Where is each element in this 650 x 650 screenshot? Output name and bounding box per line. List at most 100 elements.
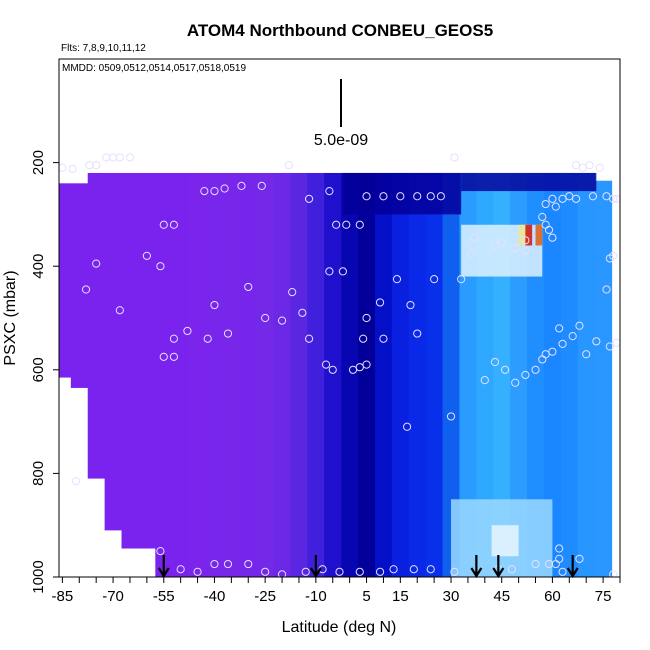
sample-point xyxy=(71,477,80,486)
sample-point xyxy=(558,339,567,348)
heatmap-cell xyxy=(70,183,89,388)
sample-point xyxy=(362,360,371,369)
sample-point xyxy=(609,251,618,260)
sample-point xyxy=(169,352,179,361)
sample-point xyxy=(362,313,371,323)
sample-point xyxy=(541,199,550,209)
dates-note: MMDD: 0509,0512,0514,0517,0518,0519 xyxy=(62,63,246,74)
sample-point xyxy=(342,220,351,229)
heatmap-cell xyxy=(543,172,562,577)
sample-point xyxy=(609,570,618,577)
sample-point xyxy=(470,233,479,242)
sample-point xyxy=(548,233,557,242)
heatmap-cell xyxy=(172,172,190,577)
x-tick-label: -55 xyxy=(153,588,175,605)
sample-point xyxy=(379,334,388,343)
sample-point xyxy=(538,212,547,222)
sample-point xyxy=(169,220,179,229)
sample-point xyxy=(348,365,358,374)
sample-point xyxy=(585,161,594,170)
x-tick-label: -85 xyxy=(52,588,74,605)
x-tick-label: 75 xyxy=(595,588,612,605)
flight-arrow xyxy=(157,555,170,579)
heatmap-cell xyxy=(87,172,106,479)
flight-arrow xyxy=(492,555,505,579)
sample-point xyxy=(325,267,334,276)
x-tick-label: -40 xyxy=(204,588,226,605)
sample-point xyxy=(436,192,445,201)
sample-point xyxy=(125,153,135,162)
sample-point xyxy=(277,316,287,325)
sample-point xyxy=(551,202,560,211)
heatmap-cell xyxy=(525,224,533,246)
sample-point xyxy=(396,192,405,201)
sample-point xyxy=(605,342,614,351)
heatmap-cell xyxy=(155,172,173,577)
x-axis-ticks: -85 -70 -55 -40 -25 -10 5 15 30 45 60 75 xyxy=(52,577,621,605)
sample-point xyxy=(355,567,364,576)
sample-point xyxy=(558,567,567,576)
sample-point xyxy=(592,337,601,346)
sample-point xyxy=(304,334,314,343)
sample-point xyxy=(223,559,233,569)
sample-point xyxy=(193,567,202,576)
sample-point xyxy=(389,565,398,574)
sample-point xyxy=(602,285,611,294)
scale-label: 5.0e-09 xyxy=(314,132,368,149)
heatmap-cell xyxy=(290,172,308,577)
sample-point xyxy=(426,192,435,201)
flight-arrow xyxy=(470,555,483,579)
y-axis-ticks: 200 400 600 800 1000 xyxy=(30,150,59,594)
sample-point xyxy=(244,282,253,292)
sample-point xyxy=(244,559,253,569)
sample-point xyxy=(544,225,554,235)
sample-point xyxy=(555,544,564,553)
sample-point xyxy=(480,376,489,385)
sample-point xyxy=(115,153,124,162)
sample-point xyxy=(108,153,118,162)
sample-point xyxy=(210,300,219,310)
sample-point xyxy=(511,378,520,387)
sample-point xyxy=(507,565,516,574)
sample-point xyxy=(68,164,77,173)
sample-point xyxy=(490,357,500,367)
heatmap-cell xyxy=(577,172,596,577)
sample-point xyxy=(555,324,564,333)
heatmap-cell xyxy=(391,172,410,577)
heatmap-cell xyxy=(560,172,579,577)
sample-point xyxy=(301,567,310,576)
sample-point xyxy=(284,161,293,170)
plot-frame xyxy=(58,58,621,578)
sample-point xyxy=(531,365,540,374)
sample-point xyxy=(362,192,371,201)
heatmap-cell xyxy=(342,172,462,215)
sample-points xyxy=(59,153,620,577)
heatmap-cell xyxy=(535,224,543,246)
sample-point xyxy=(81,285,91,294)
sample-point xyxy=(169,334,179,343)
heatmap-cell xyxy=(206,172,224,577)
y-tick-label: 600 xyxy=(30,357,47,382)
sample-point xyxy=(359,334,368,343)
sample-point xyxy=(582,350,591,359)
sample-point xyxy=(426,565,435,574)
heatmap-cell xyxy=(341,172,359,577)
sample-point xyxy=(321,360,331,369)
sample-point xyxy=(402,422,412,431)
y-tick-label: 200 xyxy=(30,150,47,175)
sample-point xyxy=(210,186,219,196)
x-tick-label: -25 xyxy=(254,588,276,605)
x-tick-label: -10 xyxy=(305,588,327,605)
sample-point xyxy=(511,243,520,253)
y-tick-label: 1000 xyxy=(30,560,47,593)
sample-point xyxy=(332,220,341,229)
sample-point xyxy=(261,313,270,323)
heatmap-cell xyxy=(461,172,597,192)
sample-point xyxy=(115,306,124,315)
sample-point xyxy=(548,194,557,203)
sample-point xyxy=(159,352,168,361)
flight-arrow xyxy=(309,555,322,579)
x-tick-label: 60 xyxy=(544,588,561,605)
sample-point xyxy=(183,326,192,336)
sample-point xyxy=(176,565,185,574)
